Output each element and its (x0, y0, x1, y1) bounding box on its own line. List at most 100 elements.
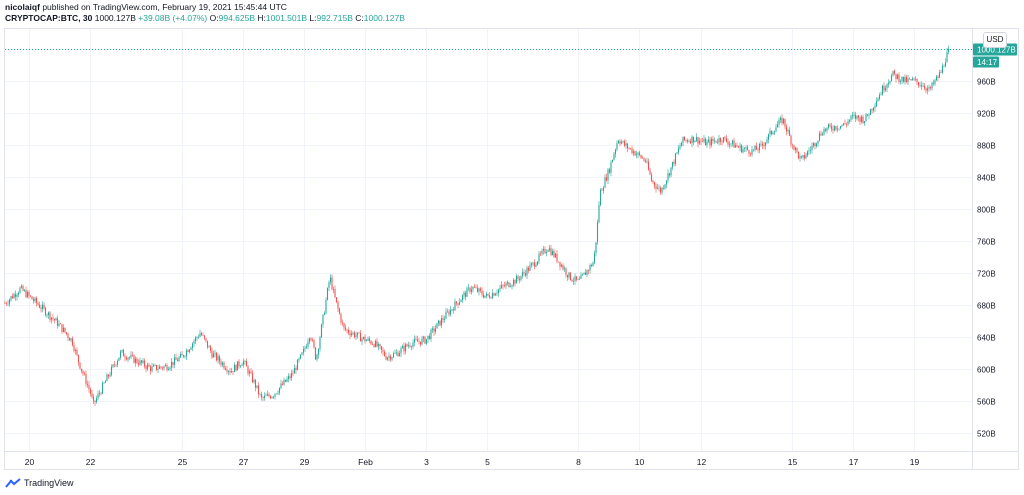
candle-body (229, 371, 231, 373)
candle (85, 370, 87, 387)
candle-body (767, 134, 770, 140)
candle (518, 276, 521, 284)
candle-body (724, 137, 726, 139)
candle-body (425, 339, 428, 344)
candle (557, 261, 560, 263)
candle (887, 79, 890, 88)
candle-body (427, 335, 429, 340)
candle (170, 358, 173, 371)
candle-body (689, 141, 692, 144)
candle-body (74, 349, 77, 351)
candle-body (179, 354, 182, 358)
candle (737, 145, 740, 148)
candle (706, 139, 708, 148)
candle (815, 142, 818, 148)
candle-body (778, 119, 780, 125)
candle-body (673, 161, 675, 164)
candle (154, 363, 156, 367)
candle-body (617, 141, 620, 144)
candle-body (545, 252, 548, 254)
candle-body (694, 140, 696, 143)
candle-body (118, 357, 120, 361)
candle (779, 115, 782, 124)
candle-body (637, 152, 639, 155)
candle (52, 314, 54, 322)
candle (145, 364, 147, 373)
candle-body (184, 356, 186, 357)
candle-body (143, 360, 146, 367)
candle-body (226, 369, 228, 372)
candle (826, 127, 828, 134)
candle-body (232, 371, 234, 373)
candle (613, 151, 615, 161)
candle (119, 349, 122, 360)
candle-body (77, 354, 80, 363)
candle (866, 114, 869, 117)
candle-body (587, 270, 590, 271)
candle (833, 125, 836, 132)
candle-body (158, 366, 161, 369)
candle (377, 342, 380, 351)
candle (947, 45, 950, 55)
candle (932, 79, 935, 86)
candle-body (898, 74, 900, 82)
candle-body (404, 344, 407, 352)
candle-body (779, 117, 782, 120)
candle (221, 361, 224, 368)
candle-body (745, 147, 747, 149)
candle (838, 128, 840, 131)
candle (100, 391, 102, 396)
candle-body (643, 158, 645, 161)
candle-body (743, 148, 746, 150)
candle-body (8, 299, 11, 304)
bar-countdown: 14:17 (977, 58, 998, 67)
candle-body (167, 369, 170, 371)
candle-body (496, 292, 498, 294)
candle (488, 292, 491, 299)
candle-body (553, 250, 555, 257)
candle-body (190, 347, 192, 350)
candle-body (701, 141, 704, 142)
candle-body (583, 272, 585, 275)
y-tick-label: 720B (977, 270, 996, 279)
candle (364, 334, 366, 344)
candle-body (206, 340, 209, 348)
candle-body (518, 278, 521, 280)
candle (556, 250, 558, 264)
candle (157, 364, 159, 374)
currency-button[interactable]: USD (983, 32, 1007, 48)
candle (584, 268, 587, 276)
candle-body (667, 173, 669, 181)
candle (781, 114, 783, 126)
candle (167, 366, 170, 371)
candle-body (241, 364, 243, 366)
candle-body (371, 344, 374, 345)
candle-body (650, 174, 653, 181)
candle-body (440, 318, 443, 326)
candle-body (568, 272, 570, 278)
candle-body (833, 126, 836, 131)
candle (733, 138, 735, 148)
candle-body (899, 80, 902, 82)
candle-body (476, 287, 479, 292)
candle (541, 248, 543, 257)
candle-body (482, 294, 485, 298)
candle (118, 357, 120, 362)
candle-body (70, 338, 72, 341)
x-tick-label: 12 (697, 457, 707, 467)
candle (934, 78, 936, 87)
candle-body (236, 361, 239, 371)
candle-body (235, 364, 237, 371)
candle (395, 349, 398, 356)
open-value: 994.625B (218, 13, 256, 23)
candle-body (202, 334, 204, 336)
candle-body (491, 293, 494, 299)
candle (152, 363, 155, 367)
candle (910, 79, 912, 81)
candle-body (193, 341, 195, 344)
candle-body (322, 314, 324, 325)
candle (277, 390, 279, 395)
candle (610, 160, 612, 177)
candle (727, 138, 729, 147)
